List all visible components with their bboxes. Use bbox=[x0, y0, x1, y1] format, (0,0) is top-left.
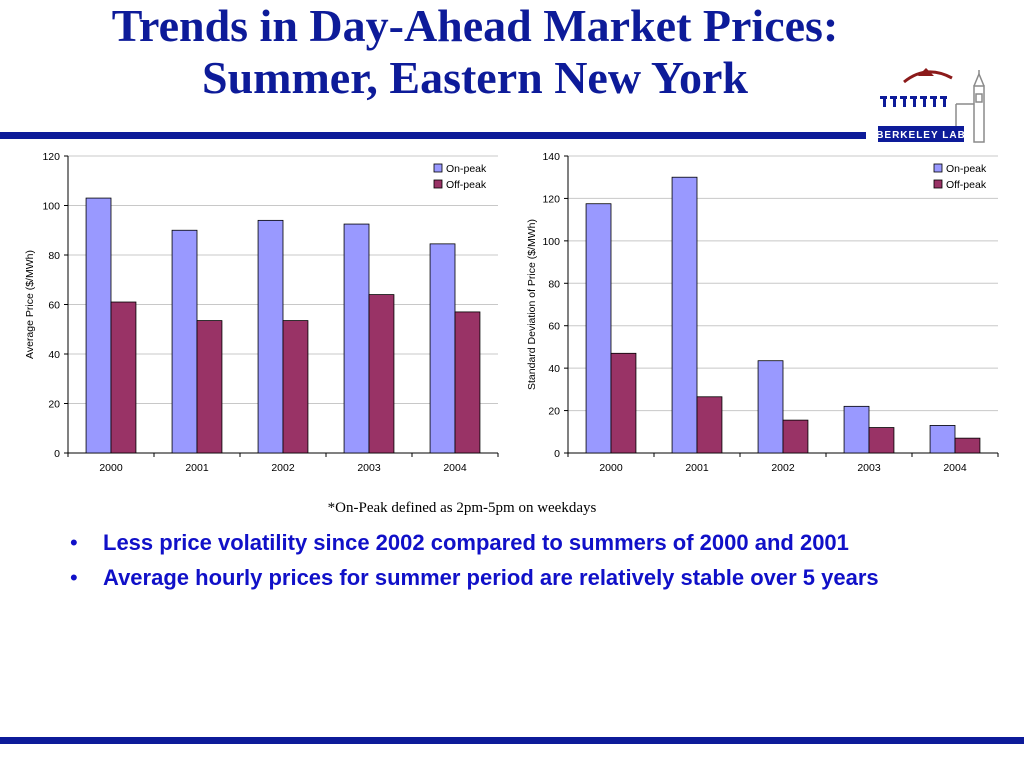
y-tick-label: 0 bbox=[554, 448, 560, 460]
y-axis-label: Standard Deviation of Price ($/MWh) bbox=[526, 219, 538, 390]
logo-text: BERKELEY LAB bbox=[876, 130, 966, 141]
bullet-list: • Less price volatility since 2002 compa… bbox=[70, 528, 950, 598]
slide-title: Trends in Day-Ahead Market Prices: Summe… bbox=[0, 0, 950, 104]
legend-swatch-off-peak bbox=[433, 179, 443, 189]
x-tick-label: 2000 bbox=[99, 462, 123, 474]
y-tick-label: 0 bbox=[54, 448, 60, 460]
bullet-text: Less price volatility since 2002 compare… bbox=[103, 530, 849, 555]
x-tick-label: 2004 bbox=[443, 462, 467, 474]
footnote: *On-Peak defined as 2pm-5pm on weekdays bbox=[327, 500, 597, 516]
y-tick-label: 20 bbox=[548, 406, 560, 418]
bullet-item: • Less price volatility since 2002 compa… bbox=[70, 528, 950, 558]
x-tick-label: 2003 bbox=[857, 462, 881, 474]
y-tick-label: 80 bbox=[548, 278, 560, 290]
slide-title-line1: Trends in Day-Ahead Market Prices: bbox=[111, 0, 839, 51]
logo-tower bbox=[955, 70, 985, 143]
bar-on-peak bbox=[585, 203, 612, 454]
bar-off-peak bbox=[454, 311, 481, 454]
y-tick-label: 20 bbox=[48, 399, 60, 411]
bar-on-peak bbox=[843, 405, 870, 454]
bar-off-peak bbox=[282, 320, 309, 454]
y-tick-label: 140 bbox=[542, 151, 560, 163]
y-axis-label: Average Price ($/MWh) bbox=[24, 250, 36, 359]
berkeley-lab-logo: BERKELEY LAB bbox=[876, 68, 985, 143]
bar-on-peak bbox=[429, 243, 456, 454]
legend-swatch-on-peak bbox=[433, 163, 443, 173]
legend-label: On-peak bbox=[946, 163, 987, 175]
bullet-dot-icon: • bbox=[70, 565, 78, 590]
top-divider bbox=[0, 132, 866, 139]
bar-off-peak bbox=[610, 352, 637, 454]
bar-off-peak bbox=[696, 396, 723, 454]
bar-off-peak bbox=[368, 294, 395, 454]
legend-label: On-peak bbox=[446, 163, 487, 175]
x-tick-label: 2002 bbox=[771, 462, 795, 474]
bar-on-peak bbox=[257, 219, 284, 454]
bar-off-peak bbox=[196, 320, 223, 454]
price-stddev-chart: 0 20 40 60 80 100 120 140 2000 2001 2002 2003 2004 St… bbox=[526, 151, 999, 474]
y-tick-label: 80 bbox=[48, 250, 60, 262]
bar-off-peak bbox=[868, 427, 895, 454]
bar-on-peak bbox=[171, 229, 198, 454]
bar-on-peak bbox=[757, 360, 784, 454]
bullet-text: Average hourly prices for summer period … bbox=[103, 565, 879, 590]
legend-swatch-on-peak bbox=[933, 163, 943, 173]
bar-on-peak bbox=[85, 197, 112, 454]
bullet-dot-icon: • bbox=[70, 530, 78, 555]
legend-label: Off-peak bbox=[946, 179, 987, 191]
bar-on-peak bbox=[671, 176, 698, 454]
bar-on-peak bbox=[929, 425, 956, 454]
x-tick-label: 2002 bbox=[271, 462, 295, 474]
y-tick-label: 100 bbox=[542, 236, 560, 248]
y-tick-label: 40 bbox=[48, 349, 60, 361]
y-tick-label: 60 bbox=[48, 300, 60, 312]
logo-roof bbox=[918, 68, 934, 76]
bottom-divider bbox=[0, 737, 1024, 744]
x-tick-label: 2000 bbox=[599, 462, 623, 474]
bullet-item: • Average hourly prices for summer perio… bbox=[70, 563, 950, 593]
y-tick-label: 40 bbox=[548, 363, 560, 375]
slide-title-line2: Summer, Eastern New York bbox=[201, 52, 748, 103]
legend-swatch-off-peak bbox=[933, 179, 943, 189]
y-tick-label: 120 bbox=[542, 193, 560, 205]
bar-off-peak bbox=[110, 301, 137, 454]
x-tick-label: 2001 bbox=[685, 462, 709, 474]
logo-columns bbox=[880, 96, 947, 107]
legend-label: Off-peak bbox=[446, 179, 487, 191]
y-tick-label: 100 bbox=[42, 201, 60, 213]
logo-plate bbox=[878, 126, 964, 142]
average-price-chart: 0 20 40 60 80 100 120 2000 2001 2002 2003 2004 Avera… bbox=[24, 151, 499, 474]
y-tick-label: 60 bbox=[548, 321, 560, 333]
bar-off-peak bbox=[954, 437, 981, 454]
y-tick-label: 120 bbox=[42, 151, 60, 163]
x-tick-label: 2003 bbox=[357, 462, 381, 474]
x-tick-label: 2004 bbox=[943, 462, 967, 474]
bar-on-peak bbox=[343, 223, 370, 454]
x-tick-label: 2001 bbox=[185, 462, 209, 474]
bar-off-peak bbox=[782, 419, 809, 454]
